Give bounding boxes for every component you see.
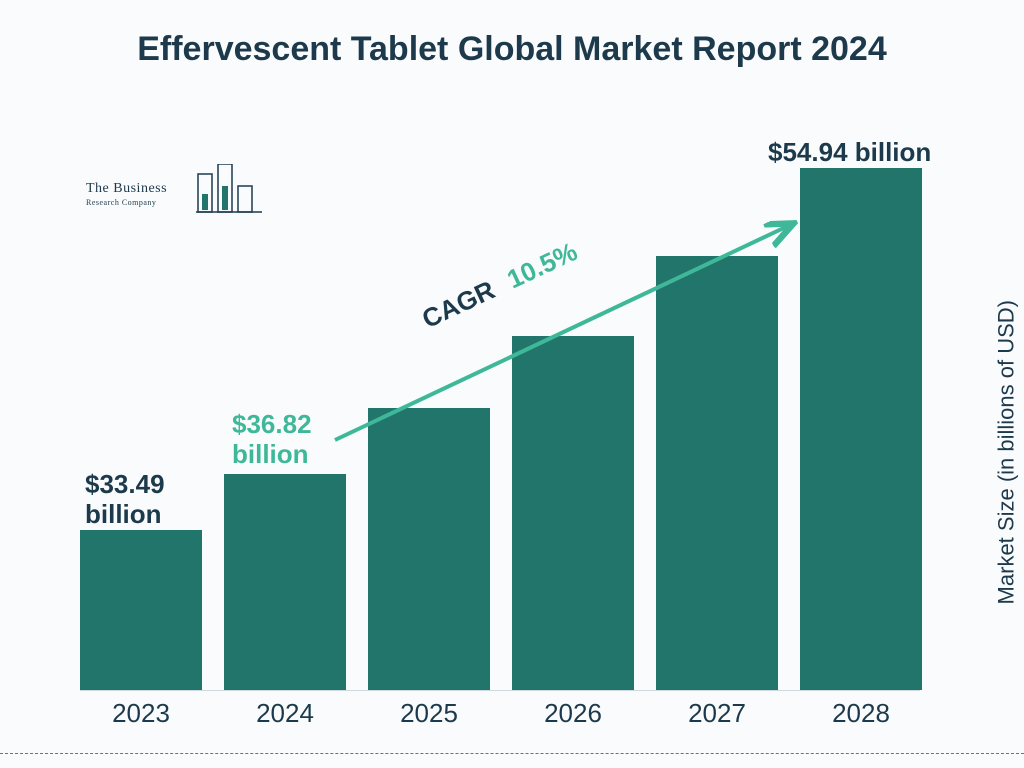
xlabel-3: 2026 <box>512 698 634 729</box>
bar-2026 <box>512 336 634 690</box>
bar-chart: 2023 2024 2025 2026 2027 2028 <box>80 150 920 690</box>
xlabel-2: 2025 <box>368 698 490 729</box>
xlabel-4: 2027 <box>656 698 778 729</box>
xlabel-0: 2023 <box>80 698 202 729</box>
value-label-2023: $33.49 billion <box>85 470 215 530</box>
bar-2027 <box>656 256 778 690</box>
value-label-2028: $54.94 billion <box>768 138 968 168</box>
bar-2024 <box>224 474 346 690</box>
chart-baseline <box>80 690 920 691</box>
bar-2025 <box>368 408 490 690</box>
value-label-2024: $36.82 billion <box>232 410 362 470</box>
xlabel-5: 2028 <box>800 698 922 729</box>
page-title: Effervescent Tablet Global Market Report… <box>0 28 1024 71</box>
xlabel-1: 2024 <box>224 698 346 729</box>
y-axis-label: Market Size (in billions of USD) <box>993 300 1019 604</box>
footer-divider <box>0 753 1024 754</box>
bar-2028 <box>800 168 922 690</box>
bar-2023 <box>80 530 202 690</box>
